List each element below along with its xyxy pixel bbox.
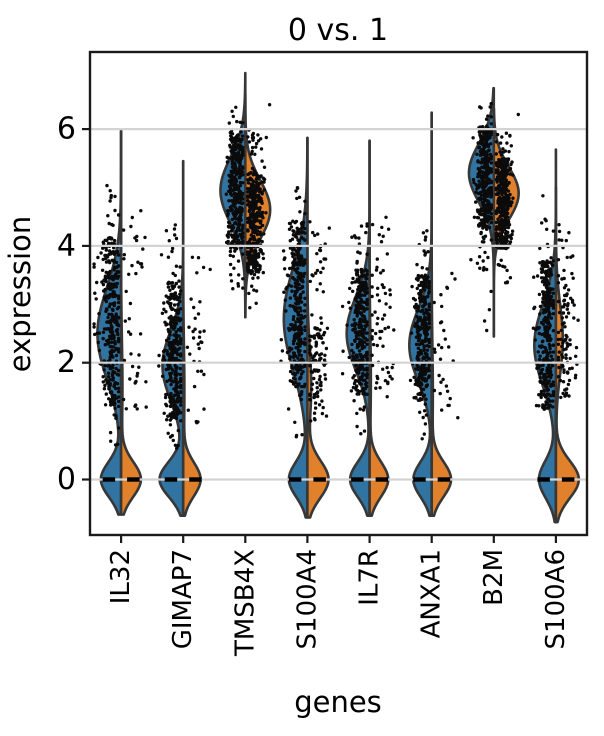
x-tick-label: S100A6 xyxy=(541,549,571,649)
x-tick-label: S100A4 xyxy=(292,549,322,649)
violin-right-half xyxy=(119,129,143,516)
jitter-dots xyxy=(157,223,212,450)
y-tick-label: 4 xyxy=(57,228,76,263)
axis-ticks-layer xyxy=(82,128,558,543)
median-dash xyxy=(288,477,302,482)
tick-labels-layer: 0 2 4 6 IL32 GIMAP7 TMSB4X S100A4 IL7R ANXA1 B2M S1… xyxy=(57,112,571,657)
axes-border xyxy=(88,50,589,537)
x-tick-label: GIMAP7 xyxy=(168,549,198,649)
median-dash xyxy=(164,477,178,482)
median-dash xyxy=(375,477,389,482)
jitter-dots xyxy=(408,229,460,441)
plot-title: 0 vs. 1 xyxy=(288,13,388,48)
x-tick-label: B2M xyxy=(479,549,509,606)
y-tick-label: 2 xyxy=(57,345,76,380)
jitter-dots xyxy=(279,186,331,439)
x-tick-label: IL7R xyxy=(355,549,385,606)
median-dashes-layer xyxy=(102,477,575,482)
violin-right-half xyxy=(181,159,202,518)
jitter-points-layer xyxy=(92,102,580,450)
median-dash xyxy=(437,477,451,482)
x-tick-label: ANXA1 xyxy=(417,549,447,638)
jitter-dots xyxy=(224,103,272,310)
y-axis-label: expression xyxy=(3,216,37,372)
median-dash xyxy=(537,477,550,482)
x-tick-label: TMSB4X xyxy=(230,549,260,657)
y-tick-label: 6 xyxy=(57,112,76,147)
jitter-dots xyxy=(340,215,396,436)
median-dash xyxy=(351,477,364,482)
median-dash xyxy=(189,477,202,482)
jitter-dots xyxy=(92,183,148,447)
x-axis-label: genes xyxy=(294,685,382,719)
median-dash xyxy=(102,477,116,482)
median-dash xyxy=(561,477,575,482)
median-dash xyxy=(313,477,326,482)
median-dash xyxy=(413,477,426,482)
violin-right-half xyxy=(244,92,272,319)
y-tick-label: 0 xyxy=(57,462,76,497)
x-tick-label: IL32 xyxy=(106,549,136,604)
violin-right-half xyxy=(430,111,453,518)
median-dash xyxy=(127,477,140,482)
